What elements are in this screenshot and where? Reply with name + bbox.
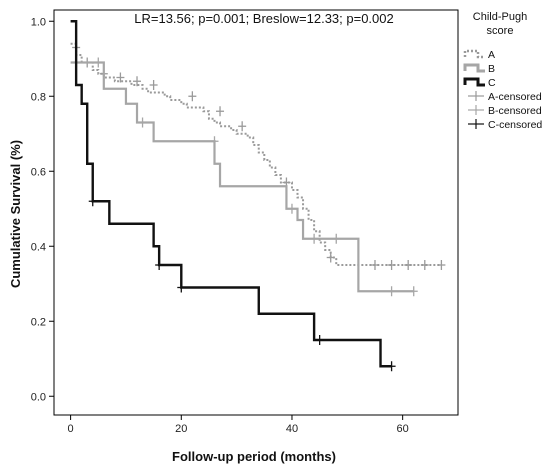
legend-swatch [463,77,485,87]
y-tick-label: 0.6 [31,166,46,178]
censor-mark-c [387,361,396,372]
y-tick-label: 0.8 [31,91,46,103]
y-tick-label: 0.2 [31,316,46,328]
legend-label: A [488,49,495,61]
censor-mark-a [188,91,197,102]
legend: Child-Pugh score ABC A-censored B-censored C-… [463,11,542,131]
censor-mark-b [409,286,418,297]
legend-label: C [488,77,496,89]
legend-swatch [463,63,485,73]
y-tick-label: 0.0 [31,391,46,403]
censor-mark-b [94,57,103,68]
censor-mark-a [370,260,379,270]
censor-mark-a [326,252,335,263]
censor-mark-a [387,260,396,270]
x-tick-label: 40 [286,423,298,435]
series-line-b [70,61,414,293]
legend-swatch [468,91,484,101]
y-tick-label: 1.0 [31,16,46,28]
series-line-c [70,20,392,368]
x-tick-label: 20 [175,423,187,435]
censor-mark-b [138,117,147,128]
series-line-a [70,42,442,266]
legend-swatch [468,119,484,129]
censor-mark-a [404,260,413,270]
legend-label: B-censored [488,105,542,117]
legend-label: B [488,63,495,75]
x-tick-label: 0 [68,423,74,435]
x-tick-label: 60 [397,423,409,435]
legend-swatch [463,49,485,59]
legend-title-line: score [487,25,514,37]
censor-mark-c [177,282,186,293]
legend-label: A-censored [488,91,542,103]
censor-mark-b [332,233,341,244]
censor-mark-a [133,76,142,87]
stats-annotation: LR=13.56; p=0.001; Breslow=12.33; p=0.00… [134,11,393,26]
plot-frame [53,9,459,416]
legend-swatch [468,105,484,115]
censor-mark-a [116,72,125,83]
censor-mark-a [437,260,446,270]
censor-mark-c [315,335,324,345]
plot-area [70,20,446,372]
censor-mark-c [88,196,97,207]
legend-title-line: Child-Pugh [473,11,527,23]
censor-mark-a [216,106,225,117]
censor-mark-a [238,121,247,132]
censor-mark-c [155,260,164,270]
y-axis-title: Cumulative Survival (%) [8,140,23,288]
legend-label: C-censored [488,119,542,131]
censor-mark-b [210,136,219,147]
censor-mark-a [420,260,429,270]
x-axis-title: Follow-up period (months) [172,449,336,464]
censor-mark-a [149,80,158,90]
y-tick-label: 0.4 [31,241,46,253]
censor-mark-b [310,233,319,244]
censor-mark-b [387,286,396,297]
censor-mark-b [83,57,92,68]
censor-mark-b [287,203,296,214]
